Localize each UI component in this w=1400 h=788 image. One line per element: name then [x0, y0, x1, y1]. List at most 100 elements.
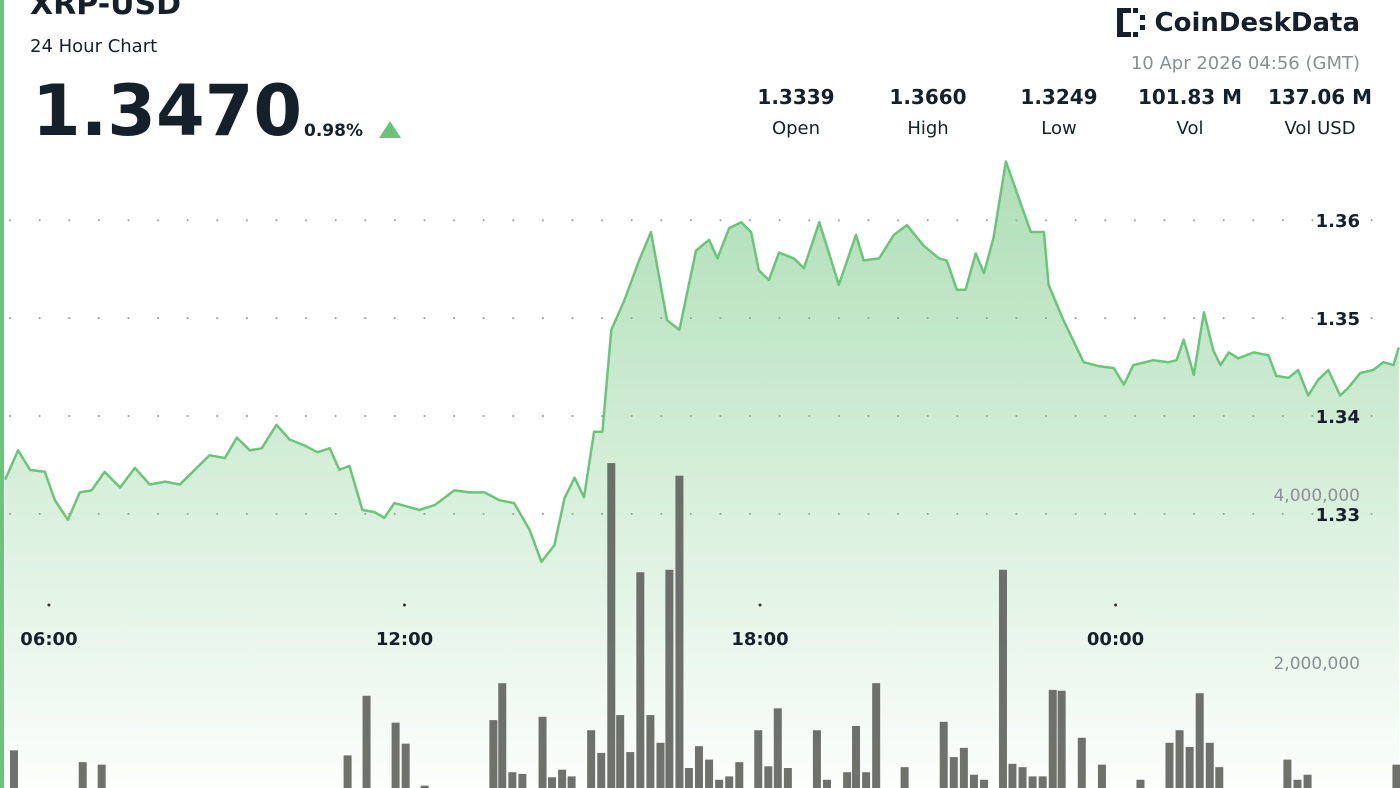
- volume-bar: [508, 772, 517, 788]
- volume-bar: [558, 769, 567, 788]
- volume-bar: [1136, 779, 1145, 788]
- brand: CoinDeskData: [1155, 8, 1360, 38]
- volume-bar: [1303, 774, 1312, 788]
- volume-bar: [754, 730, 763, 788]
- title: XRP-USD: [30, 0, 181, 22]
- volume-bar: [1057, 690, 1066, 788]
- subtitle: 24 Hour Chart: [30, 36, 157, 57]
- volume-bar: [489, 720, 498, 788]
- x-tick-label: 06:00: [20, 629, 77, 650]
- y-tick-label: 1.34: [1316, 407, 1360, 428]
- volume-bar: [1205, 742, 1214, 788]
- price-line: [3, 160, 1400, 564]
- stat-value: 137.06 M: [1268, 85, 1372, 109]
- volume-bar: [1283, 759, 1292, 788]
- plot: 1.33 1.34 1.35 1.36 2,000,000 4,000,000 06:00 1…: [3, 160, 1400, 788]
- stat-label: Low: [1041, 118, 1076, 139]
- timestamp: 10 Apr 2026 04:56 (GMT): [1131, 53, 1360, 74]
- accent-bar: [0, 0, 4, 788]
- stat-label: High: [907, 118, 948, 139]
- volume-bar: [587, 730, 596, 788]
- volume-bar: [852, 726, 861, 788]
- volume-bar: [1392, 764, 1400, 788]
- stat-value: 1.3339: [757, 85, 834, 109]
- price: 1.3470: [32, 70, 302, 152]
- y-tick-label: 1.33: [1316, 505, 1360, 526]
- volume-bar: [705, 759, 714, 788]
- volume-bar: [1077, 737, 1086, 788]
- x-tick-mark: [1114, 603, 1118, 607]
- y2-tick-label: 2,000,000: [1273, 654, 1360, 674]
- volume-bar: [764, 766, 773, 788]
- x-tick-label: 00:00: [1087, 629, 1144, 650]
- volume-bar: [97, 764, 106, 788]
- volume-bar: [1215, 767, 1224, 788]
- volume-bar: [1175, 730, 1184, 788]
- stats: 1.3339 Open 1.3660 High 1.3249 Low 101.83 M Vol…: [757, 85, 1372, 139]
- volume-bar: [343, 755, 352, 788]
- change: 0.98%: [304, 121, 363, 141]
- volume-bar: [783, 768, 792, 788]
- volume-bar: [949, 757, 958, 788]
- stat-value: 1.3660: [889, 85, 966, 109]
- volume-bar: [1293, 779, 1302, 788]
- volume-bar: [636, 572, 645, 788]
- volume-bar: [78, 762, 87, 788]
- volume-bar: [538, 716, 547, 788]
- volume-bar: [959, 747, 968, 788]
- volume-bar: [969, 774, 978, 788]
- y2-tick-label: 4,000,000: [1273, 486, 1360, 506]
- volume-bar: [675, 475, 684, 788]
- x-tick-label: 12:00: [376, 629, 433, 650]
- x-tick-mark: [47, 603, 51, 607]
- volume-bar: [822, 779, 831, 788]
- volume-bar: [9, 750, 18, 788]
- volume-bar: [391, 722, 400, 788]
- volume-bar: [1165, 742, 1174, 788]
- volume-bar: [998, 569, 1007, 788]
- volume-bar: [773, 708, 782, 788]
- volume-bar: [1048, 689, 1057, 788]
- volume-bar: [665, 569, 674, 788]
- volume-bar: [939, 721, 948, 788]
- volume-bar: [1008, 763, 1017, 788]
- volume-bar: [715, 779, 724, 788]
- volume-bar: [626, 752, 635, 788]
- volume-bar: [646, 715, 655, 788]
- volume-bar: [498, 683, 507, 788]
- volume-bar: [420, 785, 429, 788]
- stat-value: 101.83 M: [1138, 85, 1242, 109]
- volume-bar: [597, 752, 606, 788]
- stat-label: Open: [772, 118, 820, 139]
- volume-bar: [1185, 747, 1194, 788]
- stat-label: Vol USD: [1284, 118, 1355, 139]
- logo-icon: [1117, 8, 1145, 37]
- stat-label: Vol: [1177, 118, 1204, 139]
- volume-bar: [872, 683, 881, 788]
- volume-bar: [362, 695, 371, 788]
- volume-bar: [1028, 776, 1037, 788]
- volume-bar: [616, 715, 625, 788]
- volume-bar: [725, 776, 734, 788]
- volume-bar: [812, 730, 821, 788]
- volume-bar: [1195, 693, 1204, 788]
- volume-bar: [1018, 767, 1027, 788]
- x-tick-mark: [402, 603, 406, 607]
- y-tick-label: 1.35: [1316, 309, 1360, 330]
- volume-bar: [1038, 776, 1047, 788]
- x-tick-label: 18:00: [731, 629, 788, 650]
- volume-bar: [843, 772, 852, 788]
- area: [5, 161, 1399, 788]
- volume-bar: [518, 773, 527, 788]
- volume-bar: [862, 772, 871, 788]
- volume-bar: [684, 768, 693, 788]
- volume-bar: [656, 742, 665, 788]
- volume-bar: [401, 743, 410, 788]
- volume-bar: [548, 777, 557, 788]
- y-tick-label: 1.36: [1316, 211, 1360, 232]
- stat-value: 1.3249: [1020, 85, 1097, 109]
- volume-bar: [735, 762, 744, 788]
- volume-bar: [1097, 764, 1106, 788]
